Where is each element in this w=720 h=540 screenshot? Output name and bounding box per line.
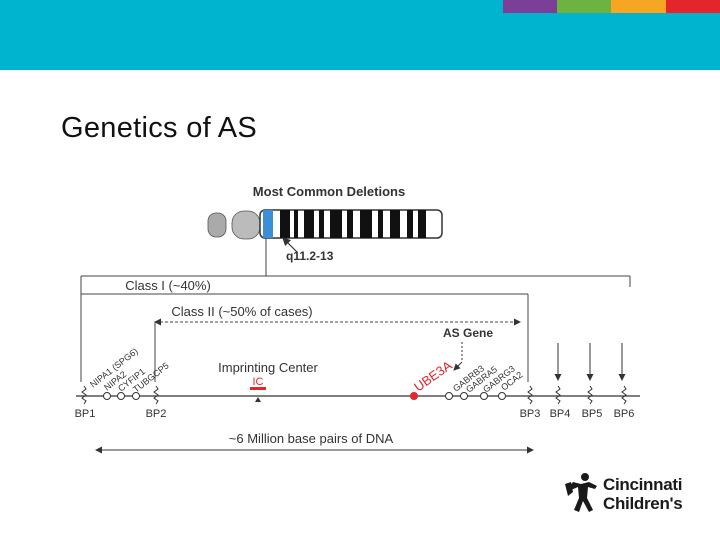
- child-figure-icon: [565, 473, 597, 512]
- as-gene-label: AS Gene: [443, 326, 493, 340]
- class1-label: Class I (~40%): [125, 278, 211, 293]
- bp4-label: BP4: [550, 408, 571, 420]
- ic-label: IC: [253, 376, 264, 388]
- bp2-label: BP2: [146, 408, 167, 420]
- color-strip-red: [666, 0, 720, 13]
- dna-length-label: ~6 Million base pairs of DNA: [229, 431, 394, 446]
- bp1-label: BP1: [75, 408, 96, 420]
- imprinting-center-label: Imprinting Center: [218, 360, 318, 375]
- color-strip-orange: [611, 0, 666, 13]
- bp3-label: BP3: [520, 408, 541, 420]
- chromosome: [207, 209, 443, 240]
- logo-text-line1: Cincinnati: [603, 475, 683, 494]
- logo-text-line2: Children's: [603, 494, 683, 513]
- class2-label: Class II (~50% of cases): [171, 304, 312, 319]
- slide-title: Genetics of AS: [61, 112, 258, 144]
- diagram-title: Most Common Deletions: [253, 184, 405, 199]
- band-label: q11.2-13: [286, 249, 334, 263]
- bp5-label: BP5: [582, 408, 603, 420]
- color-strip-purple: [503, 0, 557, 13]
- color-strip-green: [557, 0, 611, 13]
- cincinnati-childrens-logo: [565, 473, 597, 512]
- bp6-label: BP6: [614, 408, 635, 420]
- gene-markers: [103, 392, 506, 400]
- breakpoint-marks: [81, 385, 627, 405]
- ube3a-label: UBE3A: [411, 358, 455, 395]
